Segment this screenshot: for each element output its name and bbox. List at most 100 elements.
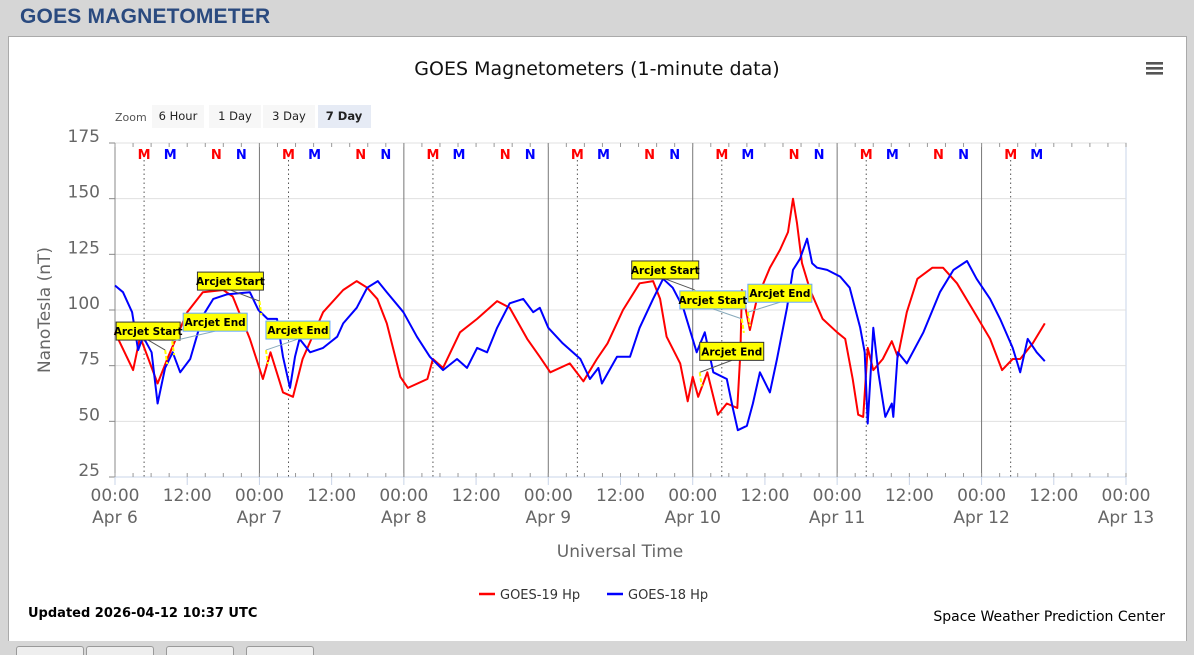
legend: GOES-19 Hp GOES-18 Hp xyxy=(479,588,708,603)
credit-text: Space Weather Prediction Center xyxy=(933,609,1165,625)
arcjet-segment xyxy=(171,341,176,356)
bottom-tabs xyxy=(0,641,1194,651)
annotation-connector xyxy=(230,289,260,302)
annotation-label: Arcjet Start xyxy=(678,295,747,307)
annotation-label: Arcjet Start xyxy=(196,276,265,288)
annotation-box xyxy=(699,341,765,361)
arcjet-segment xyxy=(264,349,269,365)
y-tick-label: 150 xyxy=(68,183,100,203)
orbit-marker-M: M xyxy=(1004,148,1017,163)
orbit-marker-N: N xyxy=(380,148,391,163)
arcjet-annotation: Arcjet Start xyxy=(196,271,265,316)
page-title: GOES MAGNETOMETER xyxy=(20,5,271,28)
series-line-goes-19-hp[interactable] xyxy=(114,197,1046,418)
series-line-goes-18-hp[interactable] xyxy=(114,237,1046,432)
orbit-marker-N: N xyxy=(958,148,969,163)
legend-label: GOES-19 Hp xyxy=(500,588,580,603)
orbit-marker-N: N xyxy=(669,148,680,163)
orbit-marker-M: M xyxy=(308,148,321,163)
annotation-box xyxy=(115,321,181,341)
zoom-button-3-day[interactable]: 3 Day xyxy=(263,105,315,128)
annotation-connector xyxy=(712,308,743,320)
orbit-marker-N: N xyxy=(211,148,222,163)
y-axis-title: NanoTesla (nT) xyxy=(35,247,55,373)
orbit-marker-M: M xyxy=(571,148,584,163)
x-tick-date-label: Apr 7 xyxy=(237,508,283,528)
x-tick-label: 12:00 xyxy=(1029,486,1078,506)
x-tick-label: 00:00 xyxy=(91,486,140,506)
annotation-connector xyxy=(665,278,695,291)
orbit-marker-N: N xyxy=(644,148,655,163)
zoom-button-bg xyxy=(263,105,315,128)
zoom-button-1-day[interactable]: 1 Day xyxy=(209,105,261,128)
page-header: GOES MAGNETOMETER xyxy=(0,0,1194,36)
annotation-label: Arcjet End xyxy=(749,288,810,300)
annotation-label: Arcjet End xyxy=(701,346,762,358)
orbit-marker-N: N xyxy=(814,148,825,163)
x-tick-label: 12:00 xyxy=(307,486,356,506)
zoom-button-7-day[interactable]: 7 Day xyxy=(318,105,371,128)
x-tick-label: 12:00 xyxy=(596,486,645,506)
orbit-marker-N: N xyxy=(525,148,536,163)
hamburger-menu-icon[interactable] xyxy=(1146,62,1163,75)
annotation-box xyxy=(182,312,248,332)
x-tick-label: 12:00 xyxy=(885,486,934,506)
x-tick-label: 12:00 xyxy=(452,486,501,506)
annotation-connector xyxy=(747,301,781,313)
orbit-marker-N: N xyxy=(236,148,247,163)
annotation-box xyxy=(196,271,264,291)
zoom-button-label: 3 Day xyxy=(272,109,306,123)
x-tick-label: 00:00 xyxy=(1102,486,1151,506)
arcjet-annotation: Arcjet End xyxy=(264,320,331,365)
zoom-label: Zoom xyxy=(115,111,147,124)
y-tick-label: 50 xyxy=(78,405,100,425)
zoom-button-bg xyxy=(209,105,261,128)
x-tick-date-label: Apr 9 xyxy=(525,508,571,528)
orbit-marker-M: M xyxy=(426,148,439,163)
zoom-button-label: 7 Day xyxy=(326,109,363,123)
x-tick-date-label: Apr 10 xyxy=(664,508,720,528)
arcjet-annotation: Arcjet Start xyxy=(678,290,747,334)
updated-timestamp: Updated 2026-04-12 10:37 UTC xyxy=(28,606,257,621)
arcjet-segment xyxy=(164,349,169,365)
annotation-label: Arcjet Start xyxy=(114,326,183,338)
x-tick-label: 00:00 xyxy=(235,486,284,506)
x-tick-label: 12:00 xyxy=(163,486,212,506)
x-tick-label: 00:00 xyxy=(379,486,428,506)
annotation-box xyxy=(265,320,331,340)
annotation-label: Arcjet End xyxy=(185,317,246,329)
annotation-label: Arcjet End xyxy=(267,325,328,337)
y-tick-label: 100 xyxy=(68,294,100,314)
arcjet-annotation: Arcjet End xyxy=(698,341,765,387)
legend-label: GOES-18 Hp xyxy=(628,588,708,603)
x-tick-label: 00:00 xyxy=(668,486,717,506)
orbit-marker-N: N xyxy=(500,148,511,163)
orbit-marker-N: N xyxy=(789,148,800,163)
zoom-button-bg xyxy=(152,105,204,128)
chart-title: GOES Magnetometers (1-minute data) xyxy=(414,58,779,80)
orbit-marker-M: M xyxy=(715,148,728,163)
annotation-connector xyxy=(147,339,166,351)
legend-item-goes18[interactable]: GOES-18 Hp xyxy=(607,588,708,603)
orbit-marker-M: M xyxy=(282,148,295,163)
annotation-connector xyxy=(172,330,216,342)
arcjet-annotation: Arcjet Start xyxy=(114,321,183,365)
y-tick-label: 25 xyxy=(78,461,100,481)
annotation-connector xyxy=(265,338,299,351)
x-tick-date-label: Apr 8 xyxy=(381,508,427,528)
arcjet-annotation: Arcjet End xyxy=(171,312,248,356)
orbit-marker-M: M xyxy=(741,148,754,163)
arcjet-segment xyxy=(258,300,263,316)
legend-item-goes19[interactable]: GOES-19 Hp xyxy=(479,588,580,603)
x-tick-label: 00:00 xyxy=(813,486,862,506)
zoom-button-6-hour[interactable]: 6 Hour xyxy=(152,105,204,128)
x-tick-date-label: Apr 12 xyxy=(953,508,1009,528)
x-tick-label: 12:00 xyxy=(740,486,789,506)
zoom-button-label: 1 Day xyxy=(218,109,252,123)
zoom-button-label: 6 Hour xyxy=(159,109,198,123)
arcjet-segment xyxy=(746,312,751,327)
orbit-marker-M: M xyxy=(860,148,873,163)
annotation-box xyxy=(631,260,700,280)
y-tick-label: 75 xyxy=(78,350,100,370)
